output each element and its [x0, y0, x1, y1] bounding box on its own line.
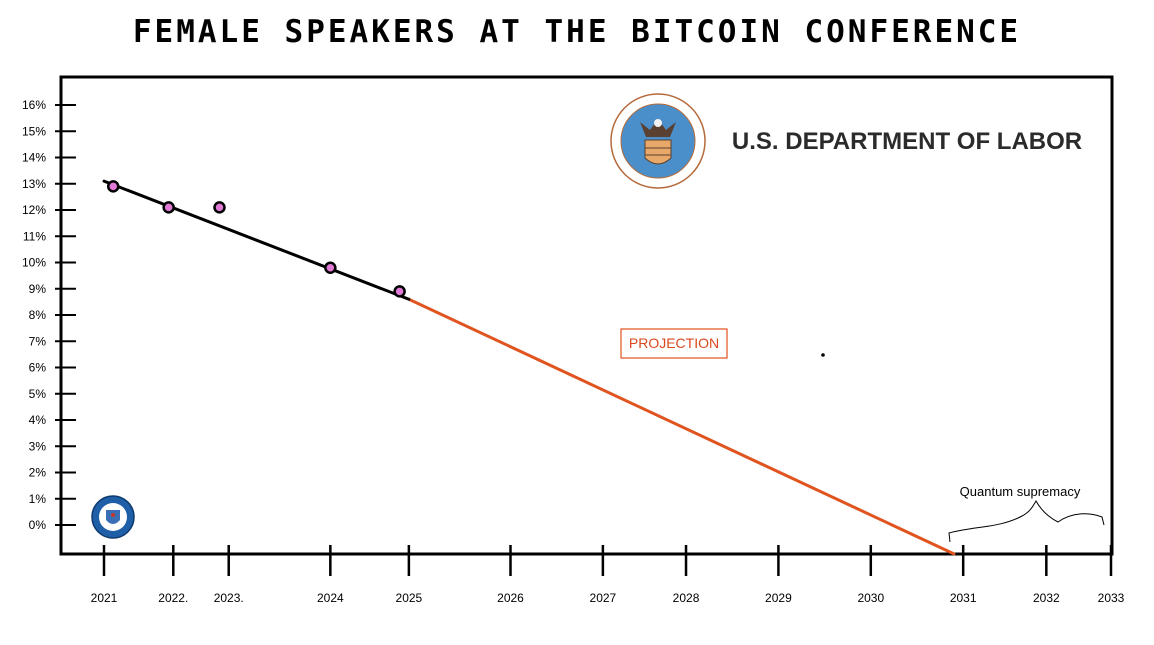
dol-seal-icon: [610, 93, 706, 189]
y-tick-label: 12%: [22, 203, 46, 217]
y-tick-label: 11%: [23, 229, 46, 243]
x-tick-label: 2021: [91, 591, 118, 605]
x-tick-label: 2023.: [214, 591, 244, 605]
y-axis: 16% 15% 14% 13% 12% 11% 10% 9% 8% 7% 6% 5% 4% 3% 2% 1% 0…: [22, 98, 76, 532]
x-tick-label: 2032: [1033, 591, 1060, 605]
y-tick-label: 9%: [29, 282, 47, 296]
y-tick-label: 6%: [29, 361, 47, 375]
x-tick-label: 2029: [765, 591, 792, 605]
stray-dot: [821, 353, 825, 357]
cia-seal-icon: [91, 495, 135, 539]
x-tick-label: 2025: [396, 591, 423, 605]
projection-annotation: PROJECTION: [620, 328, 728, 359]
projection-line: [407, 297, 956, 556]
data-point: [106, 180, 120, 193]
x-tick-label: 2026: [497, 591, 524, 605]
x-tick-label: 2030: [857, 591, 884, 605]
quantum-supremacy-annotation: Quantum supremacy: [948, 484, 1105, 543]
x-tick-label: 2022.: [158, 591, 188, 605]
y-tick-label: 10%: [22, 256, 46, 270]
x-tick-label: 2027: [590, 591, 617, 605]
x-tick-label: 2028: [673, 591, 700, 605]
quantum-supremacy-label: Quantum supremacy: [960, 484, 1081, 499]
x-tick-label: 2031: [950, 591, 977, 605]
y-tick-label: 7%: [29, 334, 47, 348]
y-tick-label: 4%: [29, 413, 47, 427]
projection-box: [620, 328, 728, 359]
y-tick-label: 16%: [22, 98, 46, 112]
chart-title: FEMALE SPEAKERS AT THE BITCOIN CONFERENC…: [132, 14, 1022, 50]
data-point: [393, 285, 406, 298]
y-tick-label: 13%: [22, 177, 46, 191]
brace-icon: [948, 500, 1105, 543]
y-tick-label: 2%: [29, 466, 47, 480]
y-tick-label: 3%: [29, 439, 47, 453]
data-point: [162, 201, 175, 214]
y-tick-label: 14%: [22, 151, 46, 165]
y-tick-label: 1%: [29, 492, 47, 506]
series-layer: [102, 179, 956, 556]
y-tick-label: 8%: [29, 308, 47, 322]
dol-name: U.S. DEPARTMENT OF LABOR: [732, 128, 1082, 155]
y-tick-label: 0%: [29, 518, 47, 532]
data-point: [213, 201, 226, 214]
x-axis: 2021 2022. 2023. 2024 2025 2026 2027 2028 2029 20…: [91, 545, 1125, 605]
data-point: [324, 261, 337, 274]
observed-trend-line: [102, 179, 411, 301]
x-tick-label: 2024: [317, 591, 344, 605]
x-tick-label: 2033: [1098, 591, 1125, 605]
y-tick-label: 5%: [29, 387, 47, 401]
projection-label: PROJECTION: [629, 335, 719, 351]
y-tick-label: 15%: [22, 124, 46, 138]
